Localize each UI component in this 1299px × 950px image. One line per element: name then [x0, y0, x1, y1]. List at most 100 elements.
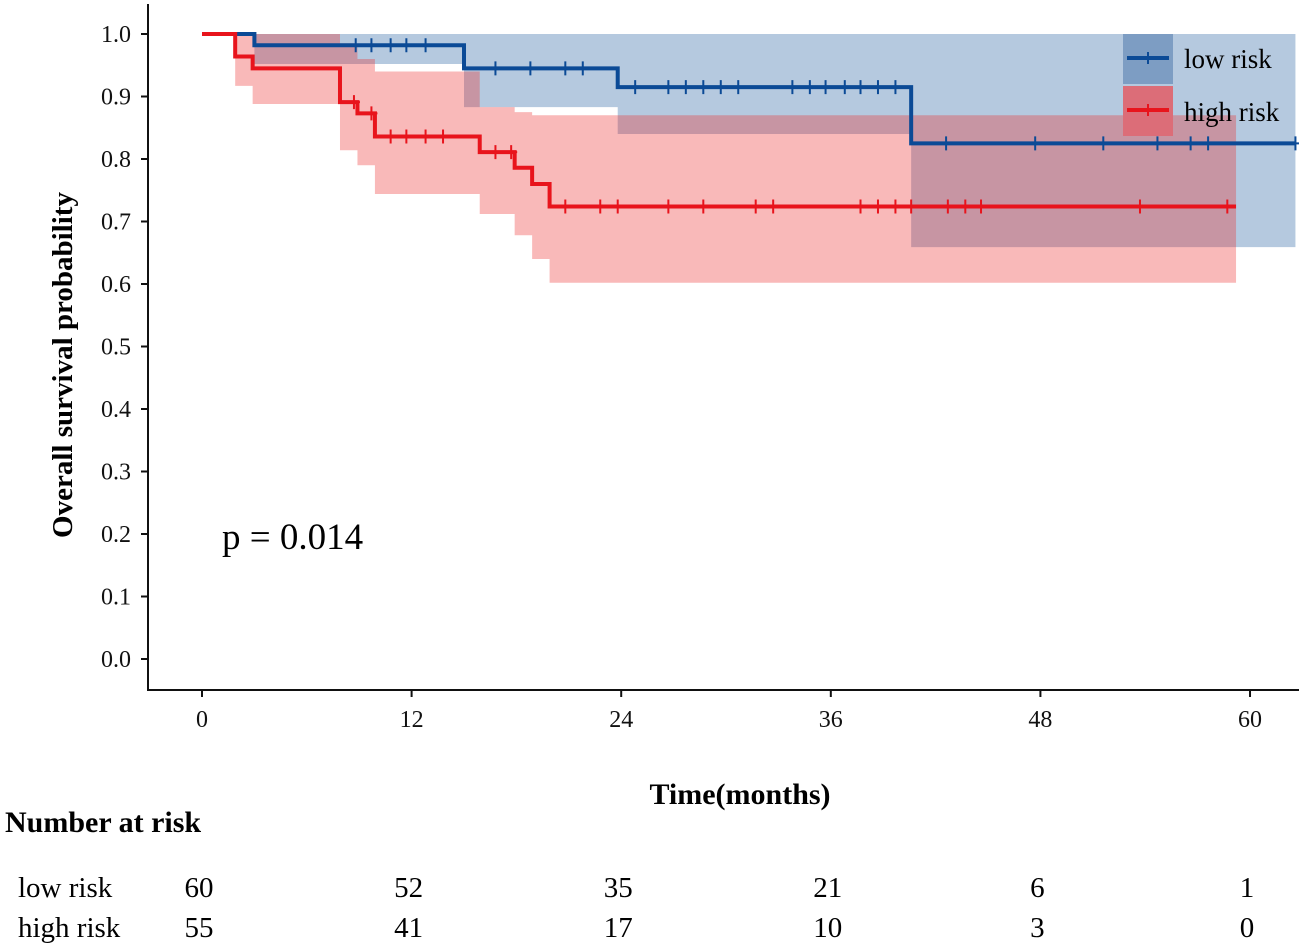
legend-item-low-risk: low risk	[1123, 34, 1272, 84]
censor-mark-high-risk	[1133, 199, 1146, 214]
censor-mark-high-risk	[662, 199, 675, 214]
censor-mark-high-risk	[594, 199, 607, 214]
censor-mark-high-risk	[505, 145, 518, 160]
legend: low risk high risk	[1123, 34, 1280, 136]
censor-mark-low-risk	[679, 80, 692, 95]
legend-label-high-risk: high risk	[1184, 97, 1280, 127]
x-tick-label: 48	[1028, 707, 1052, 733]
risk-table: Number at risk low risk high risk 60 52 35…	[5, 806, 1254, 944]
y-axis-label: Overall survival probability	[47, 192, 79, 538]
censor-mark-high-risk	[559, 199, 572, 214]
risk-row-label-low-risk: low risk	[18, 872, 113, 904]
censor-marks	[347, 38, 1299, 214]
risk-count-low-risk: 60	[185, 872, 214, 904]
censor-mark-high-risk	[871, 199, 884, 214]
censor-mark-low-risk	[489, 61, 502, 76]
x-axis-label: Time(months)	[649, 778, 830, 811]
p-value-annotation: p = 0.014	[222, 517, 363, 558]
censor-mark-low-risk	[1202, 136, 1215, 151]
risk-count-low-risk: 35	[604, 872, 633, 904]
censor-mark-low-risk	[629, 80, 642, 95]
censor-mark-low-risk	[365, 38, 378, 53]
censor-mark-low-risk	[400, 38, 413, 53]
risk-table-values: 60 52 35 21 6 1 55 41 17 10 3 0	[185, 872, 1255, 944]
censor-mark-high-risk	[854, 199, 867, 214]
y-tick-label: 0.2	[101, 522, 131, 548]
y-tick-label: 0.5	[101, 335, 131, 361]
censor-mark-low-risk	[419, 38, 432, 53]
censor-mark-low-risk	[1151, 136, 1164, 151]
confidence-bands	[202, 34, 1296, 283]
y-tick-label: 0.3	[101, 460, 131, 486]
x-tick-label: 60	[1238, 707, 1262, 733]
y-ticks: 0.0 0.1 0.2 0.3 0.4 0.5 0.6 0.7 0.8 0.9 1.0	[101, 22, 148, 673]
censor-mark-low-risk	[576, 61, 589, 76]
censor-mark-low-risk	[871, 80, 884, 95]
censor-mark-low-risk	[559, 61, 572, 76]
censor-mark-high-risk	[697, 199, 710, 214]
y-tick-label: 0.9	[101, 85, 131, 111]
censor-mark-low-risk	[1184, 136, 1197, 151]
risk-count-high-risk: 17	[604, 912, 633, 944]
survival-curves	[202, 32, 1296, 209]
survival-curve-high-risk	[202, 32, 1237, 209]
censor-mark-high-risk	[419, 129, 432, 144]
censor-mark-high-risk	[905, 199, 918, 214]
censor-mark-low-risk	[384, 38, 397, 53]
x-tick-label: 36	[819, 707, 843, 733]
censor-mark-high-risk	[767, 199, 780, 214]
censor-mark-low-risk	[803, 80, 816, 95]
censor-mark-low-risk	[524, 61, 537, 76]
censor-mark-low-risk	[662, 80, 675, 95]
censor-mark-high-risk	[400, 129, 413, 144]
censor-mark-low-risk	[940, 136, 953, 151]
risk-count-high-risk: 0	[1240, 912, 1255, 944]
y-tick-label: 0.0	[101, 647, 131, 673]
censor-mark-low-risk	[1029, 136, 1042, 151]
censor-mark-low-risk	[732, 80, 745, 95]
y-tick-label: 1.0	[101, 22, 131, 48]
censor-mark-low-risk	[854, 80, 867, 95]
legend-label-low-risk: low risk	[1184, 44, 1272, 74]
survival-curve-low-risk	[202, 32, 1296, 146]
censor-mark-high-risk	[489, 145, 502, 160]
censor-mark-high-risk	[347, 95, 360, 110]
censor-mark-low-risk	[889, 80, 902, 95]
censor-mark-high-risk	[384, 129, 397, 144]
risk-table-title: Number at risk	[5, 806, 201, 839]
x-tick-label: 24	[609, 707, 633, 733]
censor-mark-low-risk	[819, 80, 832, 95]
x-tick-label: 12	[400, 707, 424, 733]
risk-count-high-risk: 41	[394, 912, 423, 944]
y-tick-label: 0.7	[101, 210, 131, 236]
censor-mark-low-risk	[697, 80, 710, 95]
censor-mark-low-risk	[1289, 136, 1299, 151]
censor-mark-high-risk	[941, 199, 954, 214]
censor-mark-high-risk	[611, 199, 624, 214]
ci-band-low-risk	[202, 34, 1296, 248]
x-tick-label: 0	[196, 707, 208, 733]
legend-item-high-risk: high risk	[1123, 86, 1280, 136]
risk-count-high-risk: 10	[813, 912, 842, 944]
y-tick-label: 0.8	[101, 147, 131, 173]
y-tick-label: 0.6	[101, 272, 131, 298]
censor-mark-high-risk	[749, 199, 762, 214]
censor-mark-low-risk	[714, 80, 727, 95]
risk-count-low-risk: 1	[1240, 872, 1255, 904]
censor-mark-high-risk	[889, 199, 902, 214]
y-tick-label: 0.1	[101, 585, 131, 611]
censor-mark-high-risk	[959, 199, 972, 214]
risk-count-high-risk: 55	[185, 912, 214, 944]
censor-mark-low-risk	[838, 80, 851, 95]
censor-mark-low-risk	[786, 80, 799, 95]
censor-mark-high-risk	[365, 106, 378, 121]
censor-mark-high-risk	[437, 129, 450, 144]
risk-count-low-risk: 6	[1030, 872, 1045, 904]
x-ticks: 0 12 24 36 48 60	[196, 690, 1262, 733]
risk-count-low-risk: 52	[394, 872, 423, 904]
risk-count-high-risk: 3	[1030, 912, 1045, 944]
censor-mark-low-risk	[1097, 136, 1110, 151]
censor-mark-high-risk	[1221, 199, 1234, 214]
y-tick-label: 0.4	[101, 397, 131, 423]
